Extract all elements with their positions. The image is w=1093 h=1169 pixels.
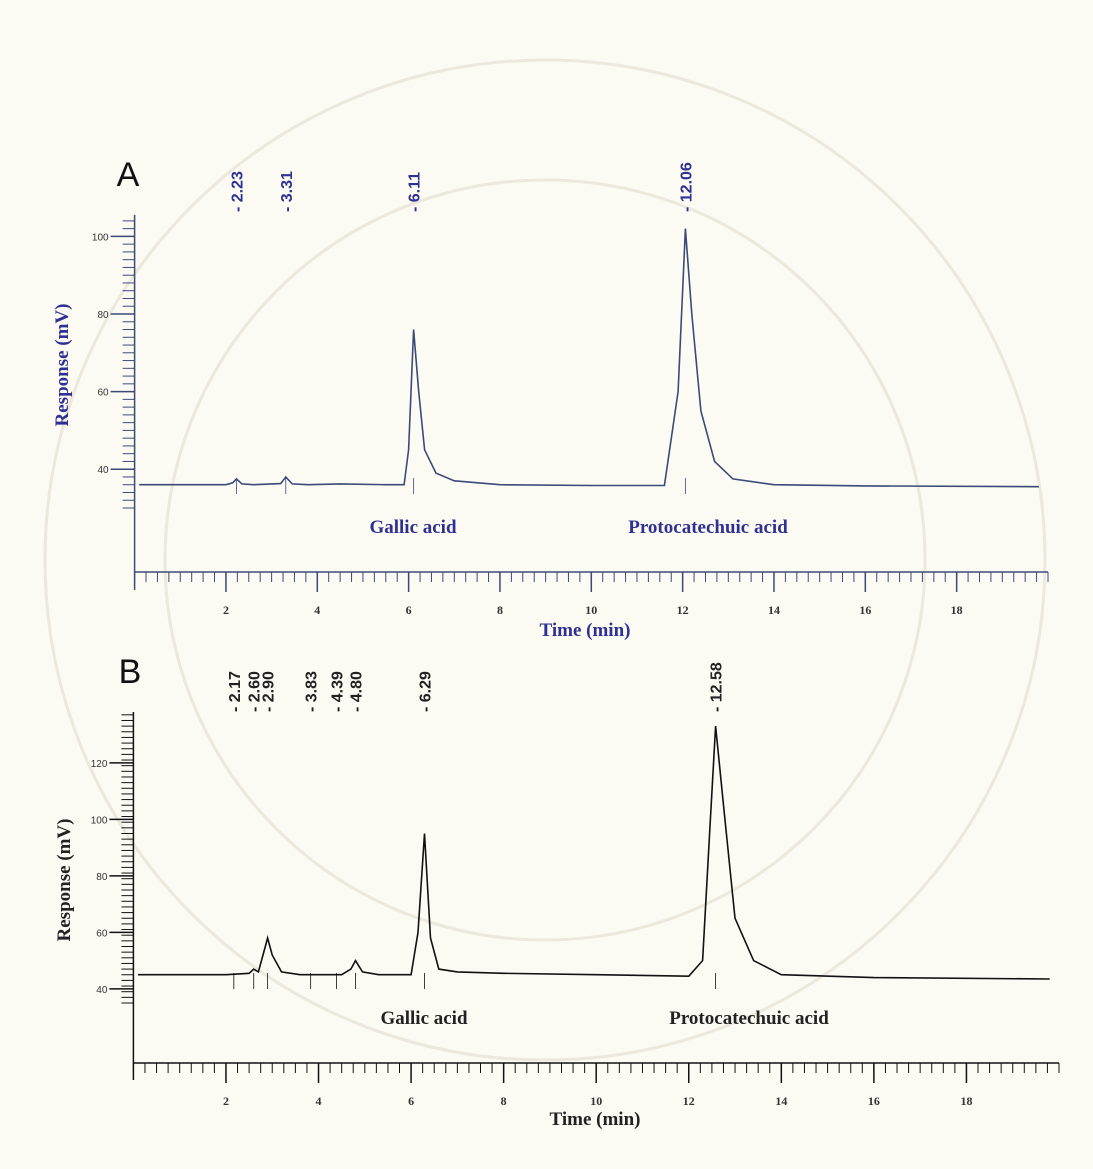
y-tick-label: 60: [97, 388, 109, 399]
x-tick-label: 14: [775, 1094, 787, 1108]
peak-time-label: - 3.31: [279, 171, 296, 212]
peak-time-label: - 2.17: [227, 671, 244, 712]
peak-annotation: Gallic acid: [380, 1008, 468, 1029]
x-tick-label: 16: [859, 603, 871, 617]
x-tick-label: 2: [223, 603, 229, 617]
peak-annotation: Protocatechuic acid: [628, 517, 788, 538]
x-tick-label: 10: [590, 1094, 602, 1108]
x-axis-title: Time (min): [540, 620, 631, 641]
peak-time-label: - 2.23: [229, 171, 246, 212]
panel-label: B: [119, 653, 142, 691]
peak-time-label: - 4.39: [330, 671, 347, 712]
y-tick-label: 120: [91, 759, 108, 770]
x-tick-label: 18: [951, 603, 963, 617]
y-tick-label: 100: [91, 815, 108, 826]
watermark: [43, 58, 1047, 1062]
x-tick-label: 14: [768, 603, 780, 617]
y-tick-label: 100: [92, 232, 109, 243]
x-axis-title: Time (min): [550, 1109, 641, 1130]
x-tick-label: 2: [223, 1094, 229, 1108]
peak-time-label: - 12.06: [678, 162, 695, 212]
x-tick-label: 12: [677, 603, 689, 617]
y-tick-label: 80: [97, 310, 109, 321]
peak-annotation: Gallic acid: [369, 517, 457, 538]
x-tick-label: 18: [960, 1094, 972, 1108]
peak-time-label: - 12.58: [709, 662, 726, 712]
peak-time-label: - 3.83: [304, 671, 321, 712]
y-tick-label: 40: [96, 985, 108, 996]
peak-time-label: - 6.11: [407, 172, 424, 212]
chromatogram-trace: [138, 726, 1050, 980]
peak-time-label: - 2.60: [247, 671, 264, 712]
x-tick-label: 4: [314, 603, 320, 617]
x-tick-label: 4: [316, 1094, 322, 1108]
panel-label: A: [117, 156, 140, 194]
y-tick-label: 80: [96, 872, 108, 883]
x-tick-label: 8: [501, 1094, 507, 1108]
x-tick-label: 6: [408, 1094, 414, 1108]
chromatogram-trace: [139, 228, 1039, 488]
y-tick-label: 60: [96, 928, 108, 939]
x-tick-label: 10: [585, 603, 597, 617]
peak-time-label: - 6.29: [418, 671, 435, 712]
y-axis-title: Response (mV): [54, 819, 75, 942]
x-tick-label: 16: [868, 1094, 880, 1108]
peak-time-label: - 2.90: [261, 671, 278, 712]
x-tick-label: 12: [683, 1094, 695, 1108]
y-tick-label: 40: [97, 465, 109, 476]
y-axis-title: Response (mV): [52, 304, 73, 427]
peak-annotation: Protocatechuic acid: [669, 1008, 829, 1029]
peak-time-label: - 4.80: [349, 671, 366, 712]
x-tick-label: 6: [406, 603, 412, 617]
x-tick-label: 8: [497, 603, 503, 617]
